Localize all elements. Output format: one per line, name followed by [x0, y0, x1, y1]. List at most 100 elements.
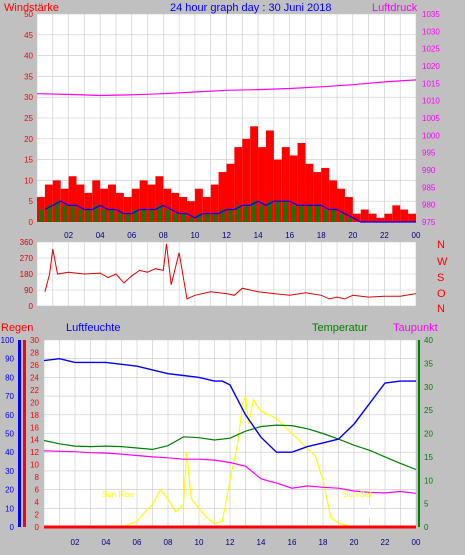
- wind-gust-bar: [273, 159, 282, 222]
- wind-axis-title: Windstärke: [4, 2, 59, 14]
- pressure-axis-title: Luftdruck: [372, 2, 418, 14]
- humidity-x-tick: 04: [102, 538, 111, 547]
- wind-y-tick: 30: [24, 93, 33, 102]
- wind-gust-bar: [392, 205, 401, 222]
- pressure-y-tick: 1025: [422, 45, 440, 54]
- humidity-y-tick: 10: [5, 504, 14, 513]
- temperature-line: [43, 424, 417, 471]
- wind-green-bar: [260, 205, 265, 222]
- humidity-y-tick: 80: [5, 373, 14, 382]
- wind-gust-bar: [281, 147, 290, 222]
- rain-y-tick: 30: [30, 336, 39, 345]
- humidity-x-tick: 16: [288, 538, 297, 547]
- temperature-y-tick: 35: [424, 359, 433, 368]
- wind-green-bar: [244, 205, 249, 222]
- humidity-line: [43, 357, 416, 453]
- pressure-y-tick: 1035: [422, 10, 440, 19]
- wind-y-tick: 40: [24, 52, 33, 61]
- wind-gust-bar: [155, 176, 164, 222]
- wind-green-bar: [307, 205, 312, 222]
- wind-gust-bar: [202, 197, 211, 222]
- rain-y-tick: 0: [35, 523, 40, 532]
- wind-green-bar: [165, 209, 170, 222]
- wind-green-bar: [188, 217, 193, 222]
- wind-x-tick: 02: [64, 231, 73, 240]
- humidity-x-tick: 22: [381, 538, 390, 547]
- wind-gust-bar: [100, 188, 109, 222]
- wind-green-bar: [78, 209, 83, 222]
- wind-gust-bar: [92, 180, 101, 222]
- wind-gust-bar: [147, 184, 156, 222]
- pressure-y-tick: 1015: [422, 79, 440, 88]
- wind-green-bar: [252, 201, 257, 222]
- cardinal-w: W: [437, 256, 448, 268]
- rain-axis-title: Regen: [1, 322, 33, 334]
- wind-gust-bar: [360, 209, 369, 222]
- rain-axis-bar: [23, 340, 26, 527]
- wind-gust-bar: [368, 213, 377, 222]
- cardinal-n-top: N: [437, 239, 445, 251]
- wind-gust-bar: [408, 213, 416, 222]
- wind-gust-bar: [265, 130, 274, 222]
- direction-y-tick: 90: [24, 286, 33, 295]
- pressure-y-tick: 980: [422, 201, 436, 210]
- wind-green-bar: [212, 213, 217, 222]
- rain-y-tick: 28: [30, 348, 39, 357]
- wind-gust-bar: [187, 201, 195, 222]
- wind-gust-bar: [305, 163, 314, 222]
- humidity-y-tick: 100: [1, 336, 15, 345]
- wind-gust-bar: [258, 147, 266, 222]
- rain-y-tick: 4: [35, 498, 40, 507]
- humidity-y-tick: 90: [5, 355, 14, 364]
- humidity-x-tick: 00: [412, 538, 421, 547]
- temperature-y-tick: 40: [424, 336, 433, 345]
- wind-gust-bar: [250, 126, 259, 222]
- humidity-y-tick: 60: [5, 411, 14, 420]
- solar-line: [44, 395, 416, 528]
- wind-green-bar: [181, 213, 186, 222]
- wind-y-tick: 15: [24, 156, 33, 165]
- direction-y-tick: 180: [20, 270, 34, 279]
- wind-green-bar: [323, 209, 328, 222]
- wind-green-bar: [220, 209, 225, 222]
- chart-title: 24 hour graph day : 30 Juni 2018: [170, 2, 331, 14]
- wind-gust-bar: [171, 192, 180, 222]
- wind-gust-bar: [242, 138, 251, 222]
- wind-green-bar: [70, 205, 75, 222]
- rain-y-tick: 14: [30, 436, 39, 445]
- wind-gust-bar: [352, 213, 361, 222]
- direction-y-tick: 360: [20, 238, 34, 247]
- wind-gust-bar: [37, 197, 45, 222]
- wind-y-tick: 35: [24, 72, 33, 81]
- wind-gust-bar: [344, 197, 353, 222]
- temperature-y-tick: 25: [424, 406, 433, 415]
- wind-green-bar: [125, 213, 130, 222]
- wind-y-tick: 50: [24, 10, 33, 19]
- wind-gust-bar: [131, 188, 140, 222]
- pressure-y-tick: 1030: [422, 27, 440, 36]
- temperature-y-tick: 5: [424, 500, 429, 509]
- humidity-y-tick: 20: [5, 486, 14, 495]
- wind-gust-bar: [76, 184, 85, 222]
- wind-y-tick: 45: [24, 31, 33, 40]
- wind-gust-bar: [163, 188, 172, 222]
- cardinal-n-bottom: N: [437, 303, 445, 315]
- sunrise-label: Sun Rise: [102, 490, 135, 499]
- wind-gust-bar: [179, 197, 188, 222]
- wind-gust-bar: [329, 180, 338, 222]
- rain-y-tick: 10: [30, 461, 39, 470]
- wind-green-bar: [133, 209, 138, 222]
- wind-gust-bar: [115, 192, 124, 222]
- humidity-x-tick: 14: [257, 538, 266, 547]
- wind-green-bar: [291, 205, 296, 222]
- humidity-x-tick: 18: [319, 538, 328, 547]
- wind-green-bar: [110, 209, 114, 222]
- wind-x-tick: 08: [159, 231, 168, 240]
- wind-green-bar: [315, 205, 320, 222]
- wind-gust-bar: [400, 209, 409, 222]
- pressure-y-tick: 1000: [422, 131, 440, 140]
- wind-green-bar: [331, 209, 336, 222]
- humidity-x-tick: 02: [71, 538, 80, 547]
- wind-gust-bar: [84, 192, 93, 222]
- pressure-y-tick: 975: [422, 218, 436, 227]
